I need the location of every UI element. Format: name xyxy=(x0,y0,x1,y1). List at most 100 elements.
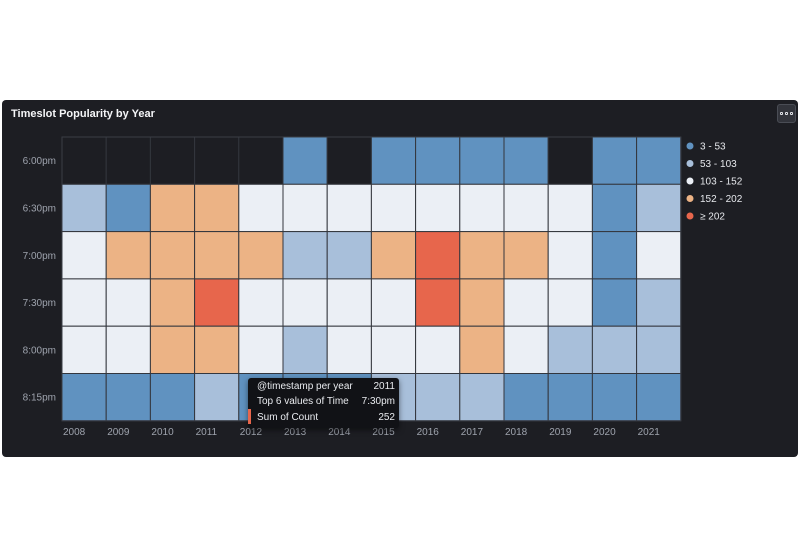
x-tick-label: 2015 xyxy=(372,427,395,438)
heatmap-cell[interactable] xyxy=(591,325,638,374)
heatmap-cell[interactable] xyxy=(503,278,549,327)
heatmap-cell[interactable] xyxy=(547,183,593,233)
tooltip-value: 252 xyxy=(378,412,395,423)
heatmap-cell[interactable] xyxy=(459,373,505,422)
heatmap-cell[interactable] xyxy=(61,325,107,374)
heatmap-cell[interactable] xyxy=(636,183,682,233)
heatmap-cell[interactable] xyxy=(61,373,107,422)
x-tick-label: 2010 xyxy=(151,427,174,438)
heatmap-cell[interactable] xyxy=(238,325,284,374)
heatmap-cell[interactable] xyxy=(61,183,107,233)
heatmap-cell[interactable] xyxy=(459,325,505,374)
heatmap-cell[interactable] xyxy=(194,373,240,422)
heatmap-cell[interactable] xyxy=(370,325,417,374)
x-tick-label: 2011 xyxy=(196,427,218,438)
tooltip-row: Top 6 values of Time 7:30pm xyxy=(257,396,395,410)
heatmap-cell[interactable] xyxy=(503,136,549,185)
heatmap-cell[interactable] xyxy=(503,183,549,233)
heatmap-cell[interactable] xyxy=(149,278,196,327)
heatmap-cell[interactable] xyxy=(547,231,593,280)
heatmap-cell[interactable] xyxy=(61,136,107,185)
legend-label: 3 - 53 xyxy=(700,142,726,153)
heatmap-cell[interactable] xyxy=(591,231,638,280)
x-tick-label: 2008 xyxy=(63,427,86,438)
heatmap-cell[interactable] xyxy=(194,183,240,233)
heatmap-cell[interactable] xyxy=(282,278,328,327)
heatmap-cell[interactable] xyxy=(282,325,328,374)
legend-label: ≥ 202 xyxy=(700,212,725,223)
heatmap-cell[interactable] xyxy=(415,136,461,185)
heatmap-cell[interactable] xyxy=(149,136,196,185)
heatmap-cell[interactable] xyxy=(149,325,196,374)
heatmap-cell[interactable] xyxy=(149,183,196,233)
heatmap-cell[interactable] xyxy=(238,136,284,185)
heatmap-cell[interactable] xyxy=(326,183,372,233)
heatmap-cell[interactable] xyxy=(194,278,240,327)
heatmap-cell[interactable] xyxy=(415,183,461,233)
heatmap-cell[interactable] xyxy=(149,231,196,280)
heatmap-cell[interactable] xyxy=(459,278,505,327)
heatmap-cell[interactable] xyxy=(547,278,593,327)
heatmap-cell[interactable] xyxy=(370,278,417,327)
heatmap-cell[interactable] xyxy=(149,373,196,422)
heatmap-cell[interactable] xyxy=(636,325,682,374)
legend-label: 53 - 103 xyxy=(700,159,737,170)
heatmap-cell[interactable] xyxy=(459,183,505,233)
heatmap-cell[interactable] xyxy=(326,278,372,327)
heatmap-cell[interactable] xyxy=(238,231,284,280)
heatmap-cell[interactable] xyxy=(61,231,107,280)
heatmap-cell[interactable] xyxy=(105,325,151,374)
y-tick-label: 7:00pm xyxy=(23,251,56,262)
heatmap-cell[interactable] xyxy=(591,183,638,233)
heatmap-cell[interactable] xyxy=(636,231,682,280)
heatmap-cell[interactable] xyxy=(105,136,151,185)
heatmap-cell[interactable] xyxy=(591,136,638,185)
heatmap-cell[interactable] xyxy=(282,136,328,185)
heatmap-panel: Timeslot Popularity by Year 6:00pm 6:30pm… xyxy=(2,100,798,457)
heatmap-cell[interactable] xyxy=(194,325,240,374)
x-tick-label: 2012 xyxy=(240,427,263,438)
heatmap-cell[interactable] xyxy=(194,136,240,185)
heatmap-cell[interactable] xyxy=(636,136,682,185)
heatmap-cell[interactable] xyxy=(105,183,151,233)
heatmap-cell[interactable] xyxy=(591,278,638,327)
heatmap-cell[interactable] xyxy=(370,231,417,280)
heatmap-cell[interactable] xyxy=(326,325,372,374)
ellipsis-icon[interactable] xyxy=(777,104,796,123)
heatmap-cell[interactable] xyxy=(238,278,284,327)
heatmap-cell[interactable] xyxy=(282,183,328,233)
heatmap-cell[interactable] xyxy=(194,231,240,280)
heatmap-cell[interactable] xyxy=(503,373,549,422)
heatmap-cell[interactable] xyxy=(591,373,638,422)
heatmap-cell[interactable] xyxy=(636,278,682,327)
x-tick-label: 2009 xyxy=(107,427,130,438)
heatmap-cell[interactable] xyxy=(459,231,505,280)
heatmap-cell[interactable] xyxy=(326,231,372,280)
heatmap-cell[interactable] xyxy=(105,373,151,422)
heatmap-cell[interactable] xyxy=(326,136,372,185)
heatmap-cell[interactable] xyxy=(459,136,505,185)
heatmap-cell[interactable] xyxy=(105,231,151,280)
heatmap-cell[interactable] xyxy=(105,278,151,327)
legend-swatch xyxy=(686,212,694,220)
y-tick-label: 6:00pm xyxy=(23,156,56,167)
heatmap-cell[interactable] xyxy=(547,325,593,374)
heatmap-cell[interactable] xyxy=(547,373,593,422)
heatmap-cell[interactable] xyxy=(503,231,549,280)
heatmap-cell[interactable] xyxy=(547,136,593,185)
heatmap-cell[interactable] xyxy=(282,231,328,280)
heatmap-cell[interactable] xyxy=(415,325,461,374)
heatmap-cell[interactable] xyxy=(370,136,417,185)
heatmap-cell[interactable] xyxy=(415,231,461,280)
heatmap-cell[interactable] xyxy=(415,278,461,327)
legend-label: 103 - 152 xyxy=(700,177,743,188)
heatmap-cell[interactable] xyxy=(636,373,682,422)
x-tick-label: 2013 xyxy=(284,427,307,438)
heatmap-cell[interactable] xyxy=(61,278,107,327)
heatmap-cell[interactable] xyxy=(238,183,284,233)
heatmap-cell[interactable] xyxy=(370,183,417,233)
heatmap-cell[interactable] xyxy=(415,373,461,422)
heatmap-cell[interactable] xyxy=(503,325,549,374)
heatmap-chart[interactable]: 6:00pm 6:30pm 7:00pm 7:30pm 8:00pm 8:15pm 2008… xyxy=(2,100,798,457)
legend-swatch xyxy=(686,160,694,167)
